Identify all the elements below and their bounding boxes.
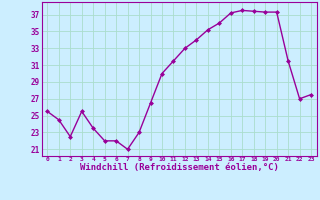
X-axis label: Windchill (Refroidissement éolien,°C): Windchill (Refroidissement éolien,°C) (80, 163, 279, 172)
